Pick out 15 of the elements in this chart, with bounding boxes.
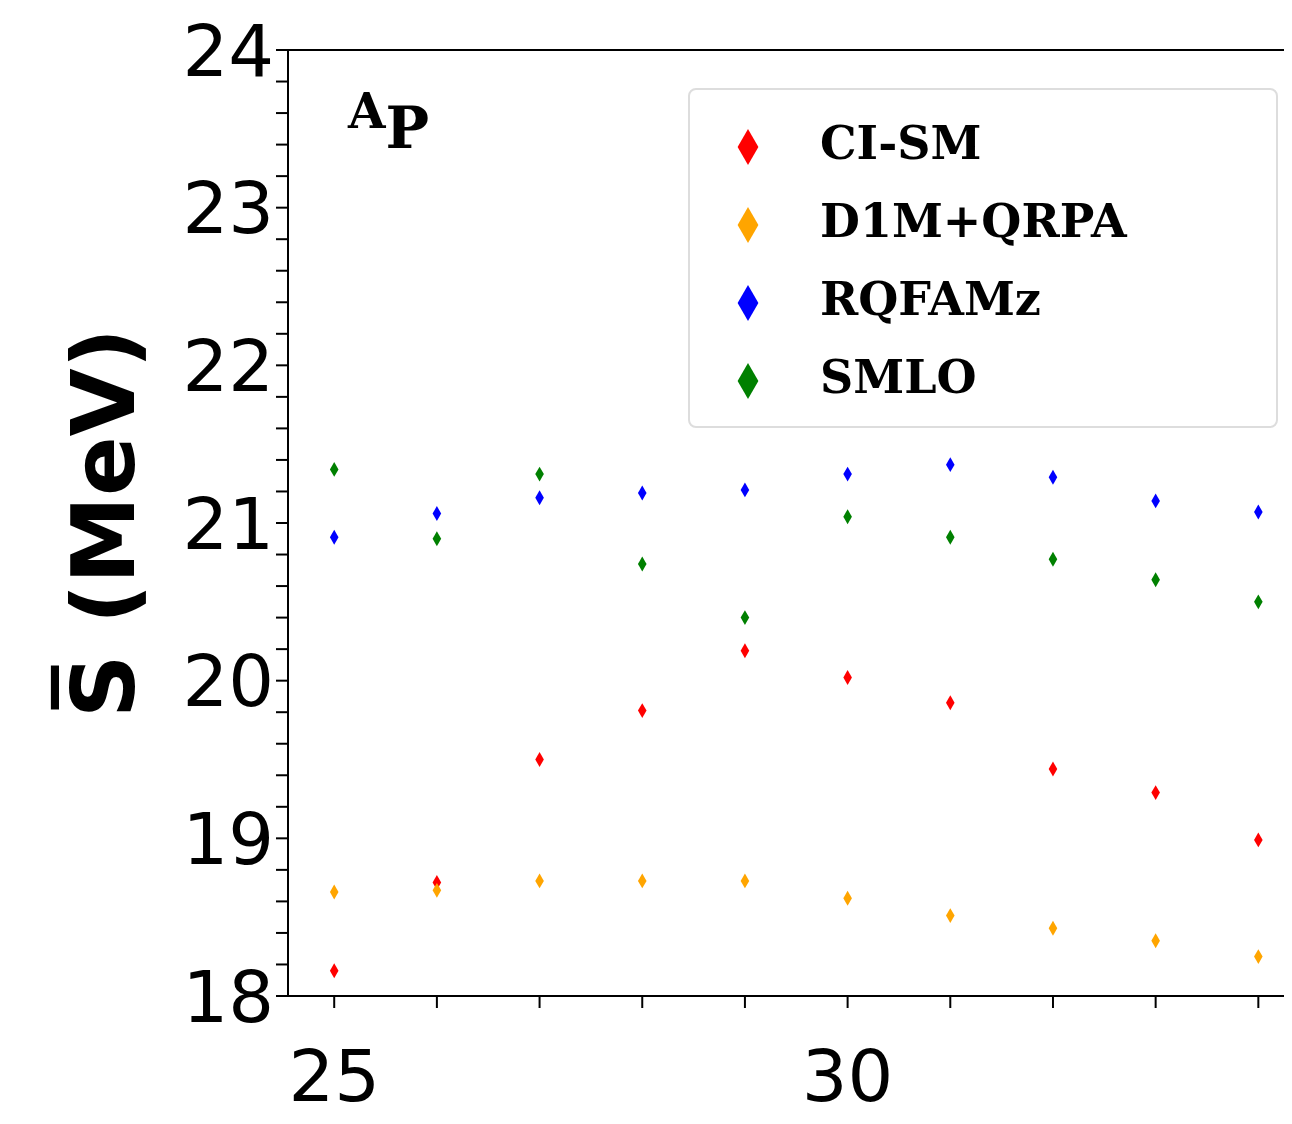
y-tick-label: 19: [182, 796, 274, 881]
x-tick-label: 30: [801, 1034, 894, 1119]
legend-label: CI-SM: [820, 116, 982, 170]
annotation: $^{A}$P: [348, 83, 430, 163]
legend-label: D1M+QRPA: [820, 194, 1127, 248]
y-tick-label: 18: [182, 954, 274, 1039]
y-tick-label: 24: [182, 8, 274, 93]
y-axis-title: S̅ (MeV): [50, 328, 155, 718]
y-tick-label: 21: [182, 481, 274, 566]
legend-label: RQFAMz: [820, 272, 1041, 326]
y-tick-label: 23: [182, 166, 274, 251]
x-tick-label: 25: [288, 1034, 381, 1119]
legend-label: SMLO: [820, 350, 977, 404]
y-tick-label: 22: [182, 323, 274, 408]
y-tick-label: 20: [182, 639, 274, 724]
